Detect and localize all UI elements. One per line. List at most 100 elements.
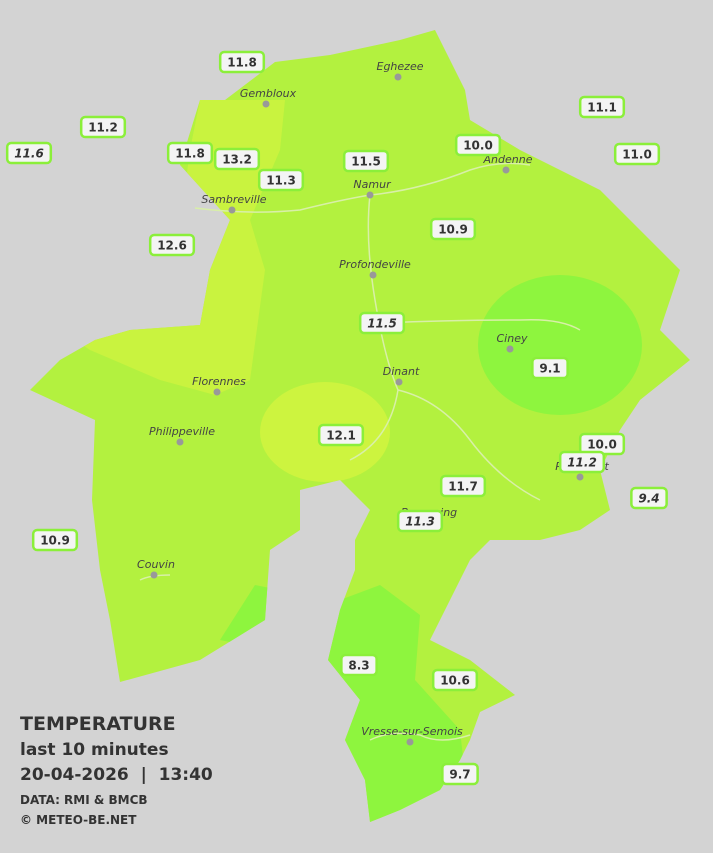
legend-credit: © METEO-BE.NET	[20, 813, 137, 827]
station-value: 10.0	[463, 139, 493, 153]
town-label: Profondeville	[339, 258, 411, 271]
station: 11.2	[79, 115, 127, 139]
station-value: 10.9	[40, 534, 70, 548]
station: 12.1	[317, 423, 365, 447]
station-value: 11.0	[622, 148, 652, 162]
station-box	[213, 147, 261, 171]
town-dot	[262, 100, 270, 108]
town-label: Philippeville	[149, 425, 215, 438]
station-box	[439, 474, 487, 498]
station-box	[148, 233, 196, 257]
station-value: 12.1	[326, 429, 356, 443]
station-value: 8.3	[348, 659, 369, 673]
station-value: 9.4	[638, 492, 659, 506]
station: 11.5	[358, 311, 406, 335]
station: 9.7	[441, 762, 479, 786]
station-value: 12.6	[157, 239, 187, 253]
station-box	[531, 356, 569, 380]
town-label: Vresse-sur-Semois	[361, 725, 463, 738]
station: 11.5	[342, 149, 390, 173]
station-value: 11.2	[567, 456, 597, 470]
station-box	[218, 50, 266, 74]
station-value: 11.3	[266, 174, 296, 188]
station: 9.1	[531, 356, 569, 380]
station: 10.6	[431, 668, 479, 692]
station: 10.9	[429, 217, 477, 241]
zone	[478, 275, 642, 415]
station-value: 11.3	[405, 515, 435, 529]
station-value: 11.5	[351, 155, 381, 169]
station-value: 11.5	[367, 317, 397, 331]
town-label: Couvin	[137, 558, 175, 571]
station-value: 11.8	[227, 56, 257, 70]
legend-title: TEMPERATURE	[20, 713, 176, 735]
town-label: Eghezee	[377, 60, 424, 73]
stations: 11.8 11.2 11.6 11.8 13.2 11.3 11.5 10.0 11.1 11.0…	[5, 50, 668, 786]
legend-source: DATA: RMI & BMCB	[20, 793, 148, 807]
station-value: 10.0	[587, 438, 617, 452]
station-box	[396, 509, 444, 533]
town-dot	[576, 473, 584, 481]
town-dot	[395, 378, 403, 386]
station: 11.8	[166, 141, 214, 165]
station-value: 11.6	[14, 147, 44, 161]
station-value: 10.6	[440, 674, 470, 688]
station: 11.0	[613, 142, 661, 166]
station-box	[79, 115, 127, 139]
station-box	[257, 168, 305, 192]
station-box	[431, 668, 479, 692]
station-box	[317, 423, 365, 447]
town-dot	[502, 166, 510, 174]
station: 10.0	[454, 133, 502, 157]
station: 8.3	[340, 653, 378, 677]
station-value: 11.7	[448, 480, 478, 494]
town-dot	[366, 191, 374, 199]
station-box	[630, 486, 668, 510]
station-value: 9.1	[539, 362, 560, 376]
station: 13.2	[213, 147, 261, 171]
town-dot	[176, 438, 184, 446]
station: 11.3	[257, 168, 305, 192]
station-value: 11.8	[175, 147, 205, 161]
station-box	[5, 141, 53, 165]
station-box	[358, 311, 406, 335]
town-label: Sambreville	[201, 193, 266, 206]
town-dot	[394, 73, 402, 81]
town-dot	[406, 738, 414, 746]
town-label: Ciney	[497, 332, 528, 345]
station-value: 10.9	[438, 223, 468, 237]
station-value: 13.2	[222, 153, 252, 167]
station: 11.6	[5, 141, 53, 165]
station: 11.1	[578, 95, 626, 119]
station: 9.4	[630, 486, 668, 510]
station-box	[454, 133, 502, 157]
station: 12.6	[148, 233, 196, 257]
town-label: Namur	[353, 178, 392, 191]
legend-datetime: 20-04-2026 | 13:40	[20, 765, 213, 785]
town-label: Dinant	[383, 365, 420, 378]
legend-subtitle: last 10 minutes	[20, 740, 169, 760]
town-label: Florennes	[192, 375, 246, 388]
town-dot	[369, 271, 377, 279]
town-dot	[506, 345, 514, 353]
station: 11.3	[396, 509, 444, 533]
station: 10.9	[31, 528, 79, 552]
town-dot	[150, 571, 158, 579]
town-dot	[213, 388, 221, 396]
station-value: 11.1	[587, 101, 617, 115]
station-box	[429, 217, 477, 241]
station: 11.7	[439, 474, 487, 498]
station-box	[166, 141, 214, 165]
station-box	[340, 653, 378, 677]
station-box	[558, 450, 606, 474]
station: 11.2	[558, 450, 606, 474]
station-value: 9.7	[449, 768, 470, 782]
station-box	[31, 528, 79, 552]
station-box	[578, 95, 626, 119]
station-box	[342, 149, 390, 173]
station-value: 11.2	[88, 121, 118, 135]
station: 11.8	[218, 50, 266, 74]
town-dot	[228, 206, 236, 214]
town-label: Gembloux	[240, 87, 297, 100]
